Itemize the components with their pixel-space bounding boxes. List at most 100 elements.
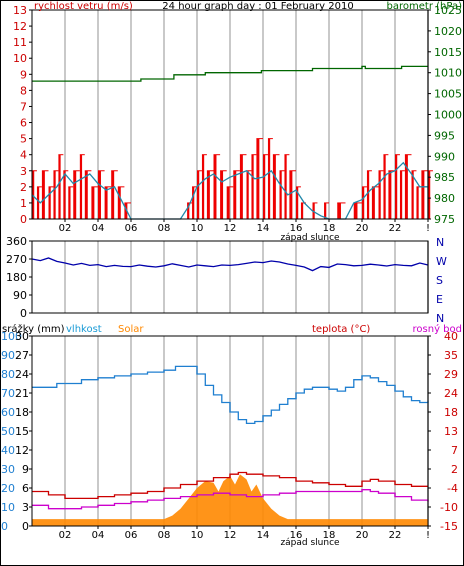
gust-bar	[213, 154, 217, 219]
humidity-axis-title: vlhkost	[66, 324, 102, 335]
rain-y-tick-label: 15	[15, 425, 29, 438]
direction-y-tick-label: 180	[6, 271, 27, 284]
gust-bar	[267, 138, 271, 219]
gust-bar	[272, 154, 276, 219]
gust-bar	[416, 186, 419, 219]
wind-x-tick-label: 18	[323, 223, 336, 234]
temperature-x-tick-label: 12	[224, 530, 237, 541]
gust-bar	[246, 170, 249, 219]
gust-bar	[187, 202, 190, 219]
temperature-y-tick-label: 7	[451, 444, 458, 457]
wind-x-tick-label: 16	[290, 223, 303, 234]
rain-y-tick-label: 9	[22, 463, 29, 476]
gust-bar	[296, 186, 299, 219]
temperature-y-tick-label: 24	[444, 387, 458, 400]
gust-bar	[428, 170, 431, 219]
gust-bar	[63, 170, 66, 219]
temperature-x-tick-label: 20	[356, 530, 369, 541]
wind-y-tick-label: 7	[20, 100, 27, 113]
compass-label: E	[436, 293, 443, 306]
gust-bar	[41, 170, 45, 219]
gust-bar	[201, 154, 205, 219]
gust-bar	[79, 154, 83, 219]
temperature-x-tick-label: 16	[290, 530, 303, 541]
wind-y-tick-label: 6	[20, 117, 27, 130]
humidity-y-tick-label: 50	[1, 425, 15, 438]
gust-bar	[378, 170, 381, 219]
gust-bar	[404, 154, 408, 219]
pressure-y-tick-label: 1000	[434, 109, 462, 122]
gust-bar	[111, 170, 115, 219]
sunset-label-bottom: západ slunce	[280, 538, 340, 548]
temperature-x-tick-label: 18	[323, 530, 336, 541]
wind-pressure-panel: 0123456789101112139759809859909951000100…	[13, 1, 462, 243]
humidity-y-tick-label: 30	[1, 463, 15, 476]
compass-label: N	[436, 312, 444, 325]
humidity-y-tick-label: 100	[1, 330, 22, 343]
temperature-x-tick-label: 14	[257, 530, 270, 541]
pressure-axis-title: barometr (hPa)	[387, 1, 463, 12]
gust-bar	[192, 186, 195, 219]
gust-bar	[239, 154, 243, 219]
gust-bar	[73, 170, 77, 219]
gust-bar	[58, 154, 61, 219]
sunset-label-top: západ slunce	[280, 233, 340, 243]
gust-bar	[251, 154, 254, 219]
wind-x-tick-label: 12	[224, 223, 237, 234]
pressure-y-tick-label: 985	[434, 171, 455, 184]
wind-speed-line	[31, 161, 428, 220]
gust-bar	[411, 170, 414, 219]
temperature-y-tick-label: 29	[444, 368, 458, 381]
pressure-y-tick-label: 1015	[434, 46, 462, 59]
wind-x-tick-label: !	[426, 223, 430, 234]
chart-title: 24 hour graph day : 01 February 2010	[162, 1, 353, 12]
temperature-axis-title: teplota (°C)	[312, 324, 370, 335]
gust-bar	[300, 202, 304, 219]
temperature-y-tick-label: 18	[444, 406, 458, 419]
gust-bar	[366, 170, 370, 219]
pressure-y-tick-label: 975	[434, 213, 455, 226]
wind-y-tick-label: 10	[13, 52, 27, 65]
wind-y-tick-label: 9	[20, 68, 27, 81]
rain-y-tick-label: 12	[15, 444, 29, 457]
temperature-y-tick-label: 40	[444, 330, 458, 343]
temperature-x-tick-label: 22	[389, 530, 402, 541]
direction-y-tick-label: 360	[6, 235, 27, 248]
direction-y-tick-label: 0	[20, 307, 27, 320]
pressure-y-tick-label: 1010	[434, 67, 462, 80]
gust-bar	[399, 170, 403, 219]
gust-bar	[421, 170, 425, 219]
gust-bar	[48, 186, 51, 219]
temperature-y-tick-label: 35	[444, 349, 458, 362]
temperature-x-tick-label: 10	[191, 530, 204, 541]
direction-y-tick-label: 270	[6, 253, 27, 266]
gust-bar	[362, 186, 365, 219]
gust-bar	[32, 170, 35, 219]
gust-bar	[98, 170, 101, 219]
pressure-y-tick-label: 980	[434, 192, 455, 205]
wind-x-tick-label: 04	[92, 223, 105, 234]
pressure-y-tick-label: 995	[434, 129, 455, 142]
gust-bar	[68, 186, 71, 219]
temperature-y-tick-label: -15	[440, 520, 458, 533]
wind-x-tick-label: 10	[191, 223, 204, 234]
wind-y-tick-label: 1	[20, 197, 27, 210]
gust-bar	[53, 170, 56, 219]
gust-bar	[220, 170, 224, 219]
temperature-y-tick-label: -4	[447, 482, 458, 495]
rain-y-tick-label: 6	[22, 482, 29, 495]
temperature-x-tick-label: 08	[158, 530, 171, 541]
temperature-x-tick-label: 04	[92, 530, 105, 541]
dewpoint-line	[32, 489, 429, 510]
wind-y-tick-label: 13	[13, 4, 27, 17]
rain-y-tick-label: 27	[15, 349, 29, 362]
wind-y-tick-label: 0	[20, 213, 27, 226]
gust-bar	[289, 170, 293, 219]
wind-x-tick-label: 22	[389, 223, 402, 234]
gust-bar	[197, 170, 200, 219]
gust-bar	[324, 202, 327, 219]
temperature-x-tick-label: 02	[59, 530, 72, 541]
